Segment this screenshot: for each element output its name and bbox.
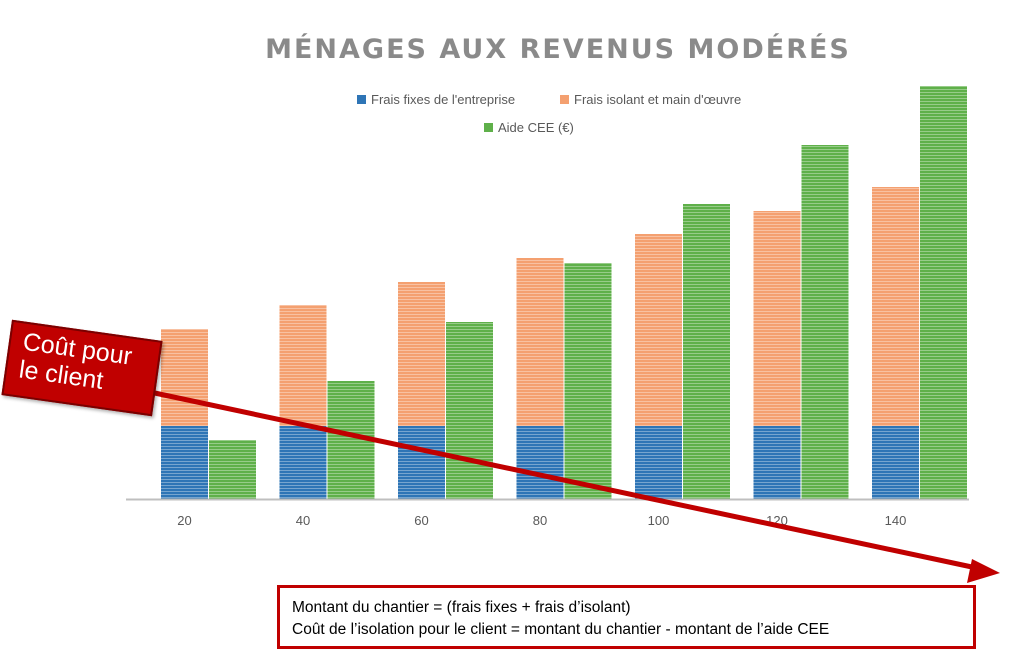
bar-aid-140 — [920, 86, 967, 499]
legend-label-insulation: Frais isolant et main d'œuvre — [574, 92, 742, 107]
bar-fixed-20 — [161, 426, 208, 499]
x-tick-label-40: 40 — [296, 513, 310, 528]
legend-swatch-fixed — [357, 95, 366, 104]
chart-title: MÉNAGES AUX REVENUS MODÉRÉS — [265, 34, 851, 65]
bars-layer — [161, 86, 967, 499]
legend-item-fixed: Frais fixes de l'entreprise — [357, 92, 515, 107]
x-tick-label-140: 140 — [885, 513, 907, 528]
formula-line-1: Montant du chantier = (frais fixes + fra… — [292, 599, 631, 616]
formula-line-2: Coût de l’isolation pour le client = mon… — [292, 621, 830, 638]
legend-swatch-insulation — [560, 95, 569, 104]
arrow-head — [967, 559, 1000, 583]
bar-fixed-80 — [516, 426, 564, 499]
bar-aid-20 — [209, 440, 256, 499]
legend-item-insulation: Frais isolant et main d'œuvre — [560, 92, 741, 107]
x-tick-label-80: 80 — [533, 513, 547, 528]
bar-insulation-100 — [635, 234, 682, 426]
bar-aid-120 — [801, 145, 849, 499]
bar-insulation-140 — [872, 187, 919, 426]
legend-label-aid: Aide CEE (€) — [498, 120, 574, 135]
formula-box: Montant du chantier = (frais fixes + fra… — [277, 585, 976, 649]
bar-insulation-40 — [279, 305, 327, 426]
bar-insulation-80 — [516, 258, 564, 426]
x-tick-labels: 20 40 60 80 100 120 140 — [177, 513, 906, 528]
legend-item-aid: Aide CEE (€) — [484, 120, 574, 135]
bar-fixed-40 — [279, 426, 327, 499]
cost-arrow — [149, 389, 1000, 583]
bar-insulation-20 — [161, 329, 208, 426]
bar-aid-100 — [683, 204, 730, 499]
legend-swatch-aid — [484, 123, 493, 132]
x-tick-label-20: 20 — [177, 513, 191, 528]
legend-label-fixed: Frais fixes de l'entreprise — [371, 92, 516, 107]
bar-fixed-60 — [398, 426, 445, 499]
bar-insulation-120 — [753, 211, 801, 426]
bar-fixed-100 — [635, 426, 682, 499]
bar-insulation-60 — [398, 282, 445, 426]
x-tick-label-100: 100 — [648, 513, 670, 528]
bar-aid-60 — [446, 322, 493, 499]
bar-fixed-120 — [753, 426, 801, 499]
bar-aid-80 — [564, 263, 612, 499]
bar-fixed-140 — [872, 426, 919, 499]
x-tick-label-60: 60 — [414, 513, 428, 528]
